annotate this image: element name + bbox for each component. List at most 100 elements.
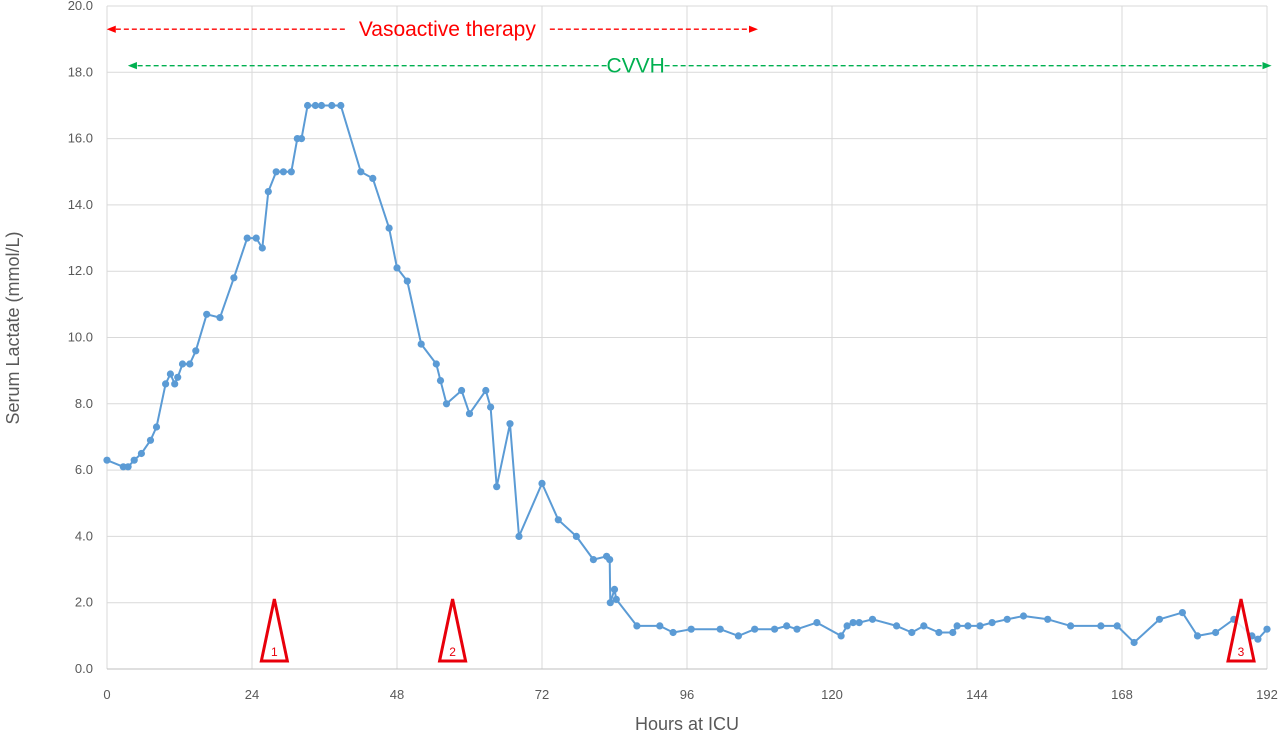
x-tick-labels: 0 24 48 72 96 120 144 168 192 (103, 687, 1277, 702)
event-marker-label: 2 (449, 645, 456, 659)
y-tick-label: 14.0 (68, 197, 93, 212)
data-point (171, 380, 179, 388)
data-point (137, 449, 145, 458)
data-point (1254, 635, 1262, 643)
event-marker-triangle (437, 598, 468, 663)
data-point (465, 410, 474, 418)
data-point (203, 310, 211, 318)
data-point (403, 277, 411, 285)
event-markers: 1 2 3 (259, 598, 1256, 663)
data-point (264, 188, 272, 196)
data-point (272, 168, 280, 176)
data-point (1212, 628, 1220, 637)
data-point (458, 386, 466, 395)
data-point (1067, 622, 1075, 630)
data-point (589, 556, 598, 564)
data-point (606, 599, 614, 607)
data-point (610, 585, 619, 594)
y-tick-label: 6.0 (75, 462, 93, 477)
data-point (935, 628, 943, 637)
data-point (304, 101, 312, 110)
x-axis-title: Hours at ICU (635, 714, 739, 733)
data-point (317, 101, 326, 110)
data-point (988, 619, 996, 627)
data-point (893, 622, 901, 630)
data-point (442, 400, 451, 408)
y-tick-label: 16.0 (68, 131, 93, 146)
data-point (1097, 622, 1105, 630)
x-tick-label: 24 (245, 687, 259, 702)
data-point (243, 234, 251, 242)
data-point (908, 628, 916, 637)
data-point (230, 274, 238, 282)
data-point (1044, 615, 1052, 623)
y-tick-label: 12.0 (68, 263, 93, 278)
data-point (385, 224, 393, 232)
data-point (1130, 638, 1138, 647)
data-point (783, 622, 791, 630)
data-point (178, 360, 187, 368)
data-point (669, 628, 677, 637)
data-point (192, 347, 200, 355)
x-tick-label: 96 (680, 687, 694, 702)
data-point (174, 373, 182, 381)
x-tick-label: 144 (966, 687, 988, 702)
data-point (953, 622, 961, 630)
series-lactate (103, 101, 1271, 647)
data-point (855, 619, 863, 627)
data-point (369, 174, 377, 182)
data-point (633, 622, 641, 630)
data-point (656, 622, 664, 630)
data-point (606, 556, 614, 564)
y-tick-label: 20.0 (68, 0, 93, 13)
data-point (297, 135, 306, 143)
event-marker-label: 1 (271, 645, 278, 659)
data-point (166, 370, 174, 378)
data-point (393, 264, 401, 272)
data-point (152, 423, 161, 431)
data-point (813, 619, 821, 627)
annotation-label: Vasoactive therapy (359, 18, 537, 41)
data-point (482, 386, 490, 395)
data-point (337, 101, 345, 110)
data-point (1193, 632, 1202, 640)
data-point (1178, 609, 1186, 617)
data-point (124, 463, 132, 471)
data-point (493, 483, 501, 491)
x-tick-label: 48 (390, 687, 404, 702)
y-axis-title: Serum Lactate (mmol/L) (3, 231, 23, 424)
y-tick-label: 2.0 (75, 595, 93, 610)
data-point (311, 101, 319, 110)
data-point (716, 625, 724, 633)
data-point (849, 619, 857, 627)
data-point (554, 516, 562, 524)
data-point (186, 360, 194, 368)
data-point (687, 625, 695, 633)
y-tick-label: 4.0 (75, 528, 93, 543)
annotations: Vasoactive therapy CVVH (106, 18, 1272, 78)
data-point (432, 360, 440, 368)
data-point (1155, 615, 1164, 623)
data-point (1113, 622, 1121, 630)
x-tick-label: 72 (535, 687, 549, 702)
data-point (771, 625, 779, 633)
data-point (279, 168, 287, 176)
x-tick-label: 0 (103, 687, 110, 702)
data-point (976, 622, 984, 630)
data-point (515, 532, 523, 541)
data-point (103, 456, 111, 464)
data-point (572, 532, 581, 541)
data-point (793, 625, 801, 633)
data-point (328, 101, 336, 110)
data-point (868, 615, 877, 623)
event-marker-triangle (1226, 598, 1256, 663)
data-point (436, 377, 445, 385)
data-point (252, 234, 260, 242)
data-point (1003, 615, 1011, 623)
data-point (964, 622, 972, 630)
gridlines (106, 5, 1268, 670)
data-point (837, 632, 845, 640)
data-point (216, 314, 224, 322)
data-point (843, 622, 851, 630)
